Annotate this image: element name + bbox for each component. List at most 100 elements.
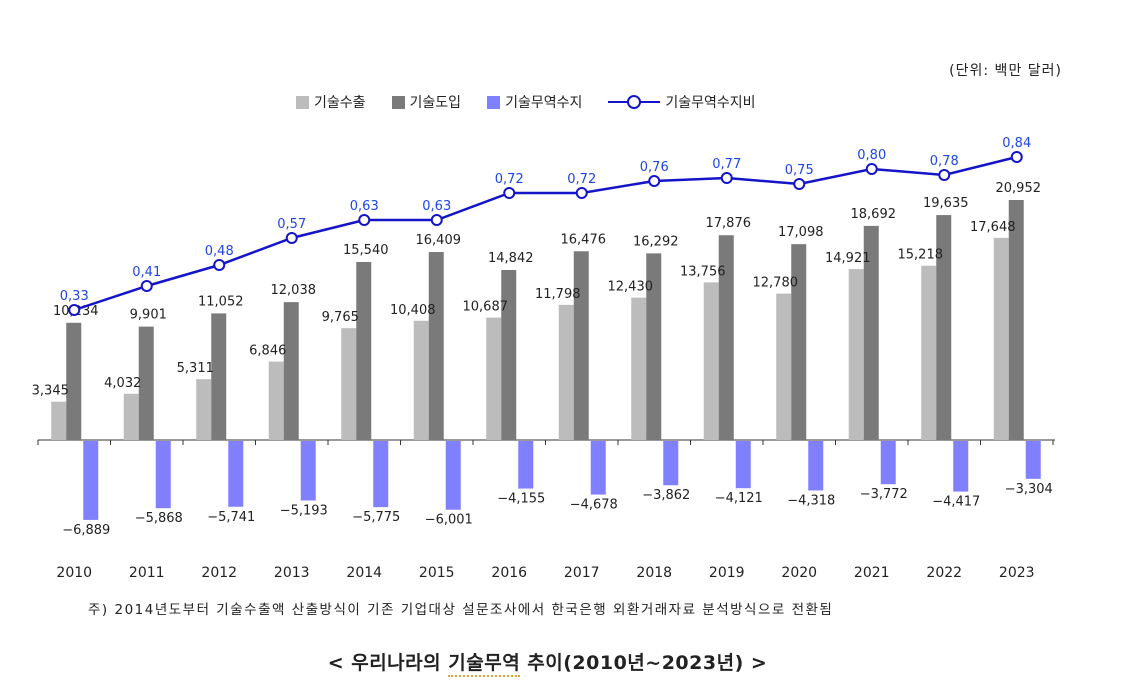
ratio-point: [720, 172, 733, 184]
x-tick-label: 2015: [419, 565, 455, 581]
data-label-export: 12,780: [753, 276, 799, 291]
data-label-ratio: 0,57: [277, 217, 306, 232]
caption-highlight: 기술무역: [448, 652, 521, 677]
bar-export: [631, 297, 647, 440]
data-label-export: 15,218: [898, 248, 944, 263]
data-label-export: 10,408: [390, 303, 436, 318]
ratio-point: [938, 169, 951, 181]
legend-swatch-export: [296, 95, 309, 109]
data-label-export: 9,765: [322, 310, 359, 325]
data-label-import: 14,842: [488, 251, 534, 266]
legend-item-import: 기술도입: [391, 92, 462, 112]
bar-balance: [880, 441, 896, 485]
bar-import: [283, 302, 299, 440]
bar-import: [428, 252, 444, 440]
bar-import: [936, 215, 952, 440]
data-label-balance: −5,741: [207, 510, 255, 525]
data-label-balance: −3,304: [1005, 482, 1053, 497]
bar-balance: [663, 441, 679, 486]
bar-import: [356, 261, 372, 440]
bar-balance: [83, 441, 99, 520]
bar-balance: [300, 441, 316, 501]
caption-suffix: 추이(2010년~2023년) >: [520, 652, 768, 674]
data-label-balance: −4,678: [570, 498, 618, 513]
x-tick-label: 2011: [129, 565, 165, 581]
legend-item-balance: 기술무역수지: [487, 92, 582, 112]
x-tick-label: 2019: [709, 565, 745, 581]
data-label-export: 11,798: [535, 287, 581, 302]
x-tick-label: 2022: [926, 565, 962, 581]
ratio-point: [285, 232, 298, 244]
legend-item-ratio: 기술무역수지비: [608, 92, 756, 112]
data-label-balance: −3,772: [860, 487, 908, 502]
data-label-export: 6,846: [249, 344, 286, 359]
ratio-point: [140, 280, 153, 292]
data-label-balance: −4,318: [787, 493, 835, 508]
data-label-ratio: 0,41: [132, 265, 161, 280]
data-label-import: 16,476: [561, 232, 607, 247]
legend-line-marker-icon: [608, 95, 661, 109]
ratio-point: [430, 214, 443, 226]
data-label-export: 3,345: [32, 384, 69, 399]
x-tick-label: 2010: [56, 565, 92, 581]
bar-balance: [953, 441, 969, 492]
data-label-import: 15,540: [343, 243, 389, 258]
data-label-import: 20,952: [996, 181, 1042, 196]
x-tick-label: 2023: [999, 565, 1035, 581]
data-label-export: 4,032: [104, 376, 141, 391]
bar-import: [66, 322, 82, 440]
ratio-point: [648, 175, 661, 187]
data-label-ratio: 0,48: [205, 244, 234, 259]
data-label-ratio: 0,63: [350, 199, 379, 214]
bar-export: [776, 293, 792, 440]
bar-balance: [518, 441, 534, 489]
bar-import: [718, 235, 734, 440]
ratio-point: [793, 178, 806, 190]
bar-balance: [808, 441, 824, 491]
bar-import: [573, 251, 589, 440]
x-tick-label: 2013: [274, 565, 310, 581]
data-label-ratio: 0,63: [422, 199, 451, 214]
data-label-import: 16,409: [416, 233, 462, 248]
footnote: 주) 2014년도부터 기술수출액 산출방식이 기존 기업대상 설문조사에서 한…: [88, 602, 834, 618]
bar-export: [123, 393, 139, 440]
legend-swatch-import: [391, 95, 405, 109]
data-label-export: 13,756: [680, 264, 726, 279]
data-label-export: 12,430: [608, 280, 654, 295]
caption-prefix: < 우리나라의: [327, 652, 449, 674]
x-tick-label: 2012: [201, 565, 237, 581]
data-label-import: 17,876: [706, 216, 752, 231]
x-tick-label: 2017: [564, 565, 600, 581]
data-label-ratio: 0,76: [640, 160, 669, 175]
chart-legend: 기술수출 기술도입 기술무역수지 기술무역수지비: [296, 92, 782, 112]
bar-import: [501, 269, 517, 440]
x-tick-label: 2014: [346, 565, 382, 581]
x-tick-label: 2018: [636, 565, 672, 581]
bar-balance: [228, 441, 244, 507]
bar-import: [863, 225, 879, 440]
bar-export: [486, 317, 502, 440]
data-label-import: 17,098: [778, 225, 824, 240]
ratio-point: [865, 163, 878, 175]
data-label-ratio: 0,84: [1002, 136, 1031, 151]
data-label-ratio: 0,78: [930, 154, 959, 169]
bar-import: [211, 313, 227, 440]
data-label-export: 14,921: [825, 251, 871, 266]
bar-export: [268, 361, 284, 440]
ratio-point: [503, 187, 516, 199]
ratio-point: [68, 304, 81, 316]
x-tick-label: 2021: [854, 565, 890, 581]
data-label-import: 16,292: [633, 234, 679, 249]
x-tick-label: 2020: [781, 565, 817, 581]
data-label-balance: −4,155: [497, 492, 545, 507]
legend-label-import: 기술도입: [409, 95, 462, 111]
bar-import: [791, 244, 807, 440]
bar-export: [341, 328, 357, 440]
data-label-import: 12,038: [271, 283, 317, 298]
bar-balance: [373, 441, 389, 508]
ratio-point: [575, 187, 588, 199]
data-label-import: 18,692: [851, 207, 897, 222]
chart-caption: < 우리나라의 기술무역 추이(2010년~2023년) >: [0, 648, 1095, 677]
bar-export: [558, 304, 574, 440]
